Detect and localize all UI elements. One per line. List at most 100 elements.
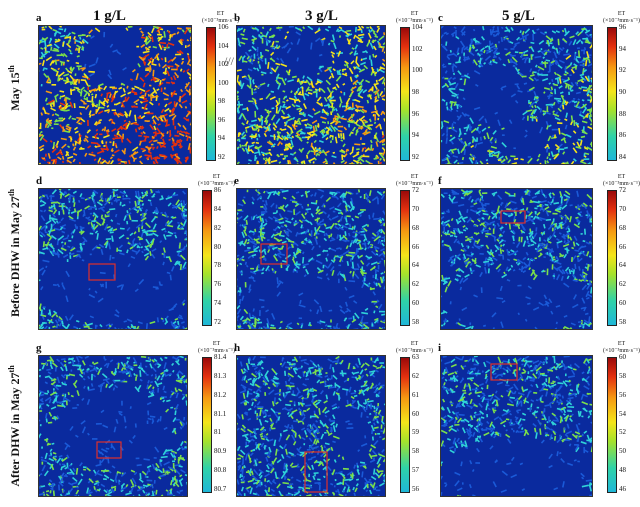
row-label-after-dhw: After DHW in May 27th xyxy=(7,365,22,487)
heatmap-panel-d xyxy=(38,188,188,330)
colorbar-tick-label: 81.1 xyxy=(214,409,227,418)
heatmap-panel-e xyxy=(236,188,386,330)
heatmap-panel-h xyxy=(236,355,386,497)
colorbar-tick-label: 70 xyxy=(619,204,626,213)
colorbar-tick-label: 94 xyxy=(218,134,225,143)
colorbar-tick-label: 76 xyxy=(214,280,221,289)
colorbar-tick-label: 62 xyxy=(619,280,626,289)
colorbar-a xyxy=(206,27,216,161)
colorbar-tick-label: 100 xyxy=(412,66,423,75)
colorbar-tick-label: 61 xyxy=(412,390,419,399)
roi-box-e xyxy=(260,243,288,265)
colorbar-tick-label: 72 xyxy=(412,186,419,194)
colorbar-tick-label: 58 xyxy=(412,317,419,326)
colorbar-tick-label: 74 xyxy=(214,299,221,308)
colorbar-tick-label: 102 xyxy=(218,60,229,69)
colorbar-tick-label: 96 xyxy=(412,109,419,118)
colorbar-tick-label: 84 xyxy=(619,152,626,161)
colorbar-tick-label: 56 xyxy=(619,390,626,399)
colorbar-tick-label: 52 xyxy=(619,428,626,437)
heatmap-panel-b xyxy=(236,25,386,165)
panel-letter-e: e xyxy=(234,175,239,187)
colorbar-tick-label: 59 xyxy=(412,428,419,437)
colorbar-tick-label: 72 xyxy=(214,317,221,326)
roi-box-h xyxy=(304,451,328,493)
colorbar-title-g: ET (×10⁻³mm·s⁻¹) xyxy=(198,341,235,354)
heatmap-panel-g xyxy=(38,355,188,497)
panel-letter-f: f xyxy=(438,175,442,187)
colorbar-tick-label: 96 xyxy=(619,23,626,31)
colorbar-tick-label: 94 xyxy=(619,44,626,53)
colorbar-tick-label: 84 xyxy=(214,204,221,213)
colorbar-title-b: ET (×10⁻³mm·s⁻¹) xyxy=(396,11,433,24)
colorbar-title-h: ET (×10⁻³mm·s⁻¹) xyxy=(396,341,433,354)
colorbar-tick-label: 68 xyxy=(619,223,626,232)
colorbar-tick-label: 106 xyxy=(218,23,229,31)
colorbar-tick-label: 63 xyxy=(412,353,419,361)
colorbar-title-i: ET (×10⁻³mm·s⁻¹) xyxy=(603,341,640,354)
colorbar-tick-label: 62 xyxy=(412,280,419,289)
colorbar-tick-label: 64 xyxy=(412,261,419,270)
colorbar-tick-label: 92 xyxy=(619,66,626,75)
colorbar-title-f: ET (×10⁻³mm·s⁻¹) xyxy=(603,174,640,187)
roi-box-d xyxy=(88,263,116,281)
heatmap-panel-f xyxy=(440,188,593,330)
colorbar-tick-label: 58 xyxy=(412,447,419,456)
colorbar-tick-label: 80.9 xyxy=(214,447,227,456)
colorbar-tick-label: 81.3 xyxy=(214,371,227,380)
panel-letter-g: g xyxy=(36,342,42,354)
colorbar-tick-label: 58 xyxy=(619,371,626,380)
colorbar-title-a: ET (×10⁻³mm·s⁻¹) xyxy=(202,11,239,24)
roi-box-i xyxy=(490,363,518,381)
colorbar-tick-label: 80 xyxy=(214,242,221,251)
colorbar-tick-label: 48 xyxy=(619,466,626,475)
colorbar-tick-label: 68 xyxy=(412,223,419,232)
colorbar-tick-label: 100 xyxy=(218,78,229,87)
colorbar-tick-label: 54 xyxy=(619,409,626,418)
colorbar-title-c: ET (×10⁻³mm·s⁻¹) xyxy=(603,11,640,24)
panel-letter-i: i xyxy=(438,342,442,354)
colorbar-tick-label: 102 xyxy=(412,44,423,53)
column-title-3: 5 g/L xyxy=(502,8,535,24)
colorbar-tick-label: 92 xyxy=(218,152,225,161)
colorbar-tick-label: 66 xyxy=(412,242,419,251)
colorbar-tick-label: 58 xyxy=(619,317,626,326)
colorbar-tick-label: 56 xyxy=(412,484,419,493)
roi-box-g xyxy=(96,441,122,459)
colorbar-tick-label: 81 xyxy=(214,428,221,437)
colorbar-tick-label: 80.8 xyxy=(214,466,227,475)
colorbar-f xyxy=(607,190,617,326)
row-label-may-15: May 15th xyxy=(7,65,22,111)
colorbar-tick-label: 98 xyxy=(218,97,225,106)
column-title-1: 1 g/L xyxy=(93,8,126,24)
heatmap-panel-i xyxy=(440,355,593,497)
colorbar-tick-label: 62 xyxy=(412,371,419,380)
colorbar-h xyxy=(400,357,410,493)
panel-letter-b: b xyxy=(234,12,241,24)
colorbar-tick-label: 81.4 xyxy=(214,353,227,361)
panel-letter-h: h xyxy=(234,342,241,354)
colorbar-tick-label: 46 xyxy=(619,484,626,493)
colorbar-tick-label: 78 xyxy=(214,261,221,270)
axis-break-mark: /// xyxy=(224,54,235,68)
colorbar-tick-label: 104 xyxy=(218,41,229,50)
colorbar-tick-label: 60 xyxy=(619,353,626,361)
colorbar-tick-label: 81.2 xyxy=(214,390,227,399)
colorbar-tick-label: 70 xyxy=(412,204,419,213)
heatmap-panel-a xyxy=(38,25,192,165)
row-label-before-dhw: Before DHW in May 27th xyxy=(7,189,22,318)
colorbar-e xyxy=(400,190,410,326)
colorbar-tick-label: 86 xyxy=(214,186,221,194)
colorbar-tick-label: 94 xyxy=(412,131,419,140)
colorbar-tick-label: 80.7 xyxy=(214,484,227,493)
colorbar-tick-label: 72 xyxy=(619,186,626,194)
panel-letter-a: a xyxy=(36,12,42,24)
colorbar-tick-label: 86 xyxy=(619,131,626,140)
colorbar-tick-label: 60 xyxy=(412,299,419,308)
panel-letter-d: d xyxy=(36,175,43,187)
panel-letter-c: c xyxy=(438,12,443,24)
colorbar-tick-label: 57 xyxy=(412,466,419,475)
colorbar-tick-label: 60 xyxy=(412,409,419,418)
colorbar-tick-label: 90 xyxy=(619,87,626,96)
colorbar-i xyxy=(607,357,617,493)
